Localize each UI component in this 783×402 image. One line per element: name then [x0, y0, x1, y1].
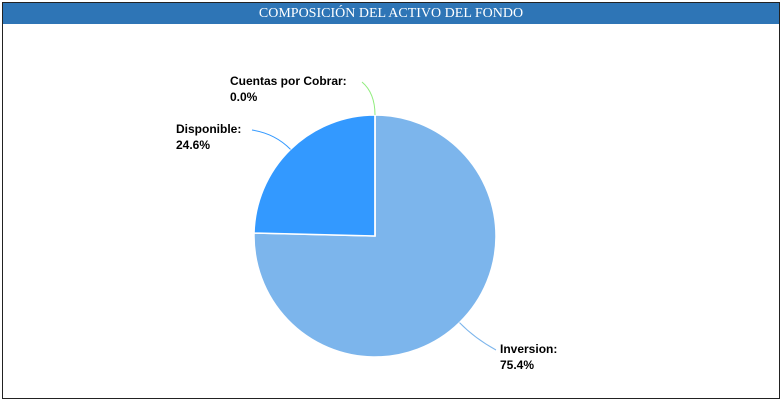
- data-label-name: Disponible:: [176, 122, 241, 136]
- data-label-value: 0.0%: [230, 90, 258, 104]
- data-label-value: 75.4%: [500, 358, 534, 372]
- data-label-value: 24.6%: [176, 138, 210, 152]
- pie-slice: [253, 114, 376, 237]
- label-connector: [251, 129, 291, 150]
- data-label-name: Cuentas por Cobrar:: [230, 74, 347, 88]
- label-connector: [361, 81, 376, 116]
- label-connector: [459, 322, 497, 351]
- chart-title: COMPOSICIÓN DEL ACTIVO DEL FONDO: [259, 4, 523, 21]
- data-label-name: Inversion:: [500, 342, 557, 356]
- title-bar: [3, 3, 779, 24]
